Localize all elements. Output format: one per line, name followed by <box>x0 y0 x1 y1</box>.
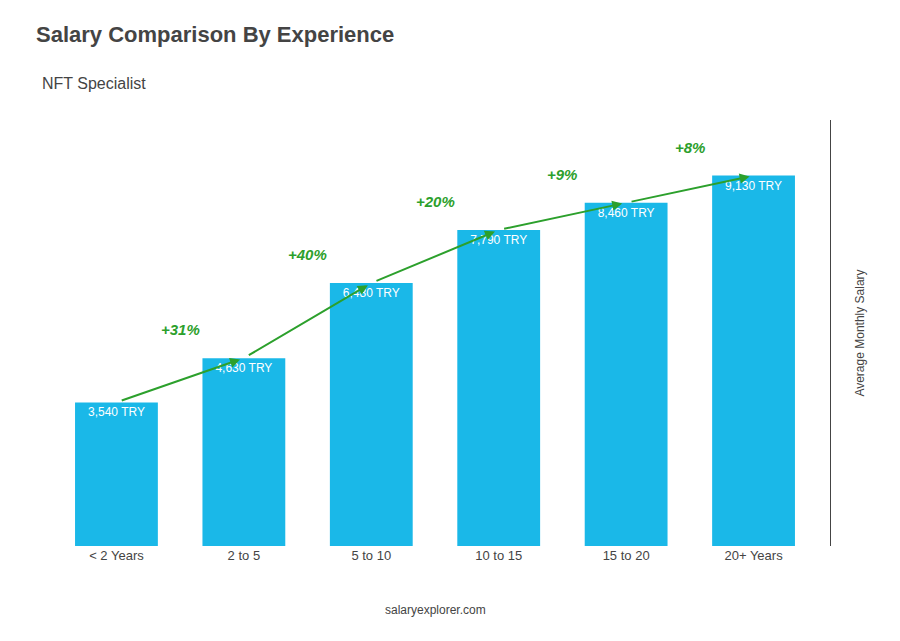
svg-text:20+ Years: 20+ Years <box>724 548 783 563</box>
svg-text:Salary Comparison By Experienc: Salary Comparison By Experience <box>36 22 394 47</box>
svg-text:salaryexplorer.com: salaryexplorer.com <box>385 603 486 617</box>
svg-text:10 to 15: 10 to 15 <box>475 548 522 563</box>
svg-text:8,460 TRY: 8,460 TRY <box>598 206 655 220</box>
svg-text:15 to 20: 15 to 20 <box>603 548 650 563</box>
svg-text:3,540 TRY: 3,540 TRY <box>88 405 145 419</box>
svg-text:+31%: +31% <box>161 321 200 338</box>
svg-text:9,130 TRY: 9,130 TRY <box>725 179 782 193</box>
svg-text:< 2 Years: < 2 Years <box>89 548 144 563</box>
svg-text:2 to 5: 2 to 5 <box>228 548 261 563</box>
svg-text:+8%: +8% <box>675 139 705 156</box>
svg-text:Average Monthly Salary: Average Monthly Salary <box>853 269 867 396</box>
svg-text:4,630 TRY: 4,630 TRY <box>215 361 272 375</box>
svg-text:5 to 10: 5 to 10 <box>351 548 391 563</box>
svg-text:NFT Specialist: NFT Specialist <box>42 75 146 92</box>
svg-text:+40%: +40% <box>288 246 327 263</box>
svg-text:+9%: +9% <box>547 166 577 183</box>
svg-text:+20%: +20% <box>416 193 455 210</box>
svg-text:6,480 TRY: 6,480 TRY <box>343 286 400 300</box>
svg-text:7,790 TRY: 7,790 TRY <box>470 233 527 247</box>
